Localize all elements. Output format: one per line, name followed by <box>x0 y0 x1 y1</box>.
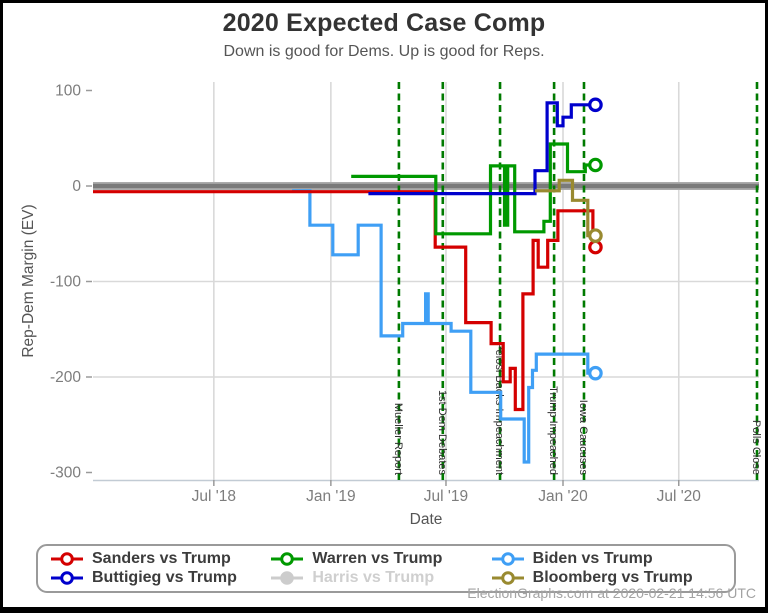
end-marker-biden-vs-trump <box>588 365 603 381</box>
legend-label: Bloomberg vs Trump <box>532 569 693 587</box>
legend-item-biden-vs-trump[interactable]: Biden vs Trump <box>491 550 722 568</box>
legend-marker-icon <box>271 551 304 566</box>
end-marker-buttigieg-vs-trump <box>588 97 603 113</box>
end-marker-warren-vs-trump <box>588 157 603 173</box>
x-tick-label: Jul '18 <box>192 488 236 505</box>
series-line-bloomberg-vs-trump <box>535 178 596 238</box>
legend-label: Buttigieg vs Trump <box>92 569 237 587</box>
series-line-sanders-vs-trump <box>93 190 596 412</box>
y-tick-label: -100 <box>50 274 81 291</box>
y-axis-title: Rep-Dem Margin (EV) <box>20 204 37 357</box>
series-line-biden-vs-trump <box>292 189 596 464</box>
legend-item-buttigieg-vs-trump[interactable]: Buttigieg vs Trump <box>50 569 270 587</box>
event-label: Iowa Caucuses <box>577 400 589 476</box>
x-tick-label: Jul '20 <box>657 488 702 505</box>
zero-line <box>93 182 759 190</box>
legend-label: Biden vs Trump <box>532 549 653 567</box>
event-lines: Mueller Report 1st Dem Debates Pelosi Back… <box>392 82 762 480</box>
axes: Jul '18 Jan '19 Jul '19 Jan '20 Jul '20 100 0 -… <box>20 83 759 528</box>
event-label: Polls Close <box>750 420 762 475</box>
y-tick-label: 0 <box>72 178 81 195</box>
series-lines <box>93 101 596 464</box>
legend-item-sanders-vs-trump[interactable]: Sanders vs Trump <box>50 550 270 568</box>
y-tick-label: -200 <box>50 369 81 386</box>
legend-item-harris-vs-trump[interactable]: Harris vs Trump <box>270 569 490 587</box>
chart-subtitle: Down is good for Dems. Up is good for Re… <box>223 43 545 60</box>
x-tick-label: Jan '20 <box>538 488 588 505</box>
chart-title: 2020 Expected Case Comp <box>222 9 546 37</box>
legend-marker-icon <box>51 571 83 586</box>
legend-marker-icon <box>491 571 524 586</box>
x-axis-title: Date <box>410 511 443 528</box>
legend-marker-icon <box>491 551 524 566</box>
y-tick-label: 100 <box>55 83 81 100</box>
series-end-markers <box>588 97 603 381</box>
y-tick-label: -300 <box>50 465 81 482</box>
series-line-warren-vs-trump <box>351 142 596 236</box>
chart-plot-area: Jul '18 Jan '19 Jul '19 Jan '20 Jul '20 100 0 -… <box>20 82 762 528</box>
end-marker-sanders-vs-trump <box>588 239 603 255</box>
series-line-buttigieg-vs-trump <box>368 101 596 196</box>
legend-item-warren-vs-trump[interactable]: Warren vs Trump <box>270 550 490 568</box>
legend-label: Harris vs Trump <box>312 569 435 587</box>
event-label: 1st Dem Debates <box>436 390 448 475</box>
event-label: Trump Impeached <box>547 386 559 475</box>
end-marker-bloomberg-vs-trump <box>588 228 603 243</box>
gridlines <box>93 82 759 480</box>
legend-label: Warren vs Trump <box>312 549 443 567</box>
footer-credit: ElectionGraphs.com at 2020-02-21 14:56 U… <box>467 585 756 601</box>
x-tick-label: Jan '19 <box>306 488 356 505</box>
legend-marker-icon <box>51 551 83 566</box>
legend-marker-icon <box>271 571 304 586</box>
x-tick-label: Jul '19 <box>424 488 468 505</box>
legend-label: Sanders vs Trump <box>92 549 231 567</box>
chart-legend: Sanders vs Trump Buttigieg vs Trump Warren… <box>36 544 736 593</box>
event-label: Mueller Report <box>392 403 404 475</box>
legend-item-bloomberg-vs-trump[interactable]: Bloomberg vs Trump <box>491 569 722 587</box>
